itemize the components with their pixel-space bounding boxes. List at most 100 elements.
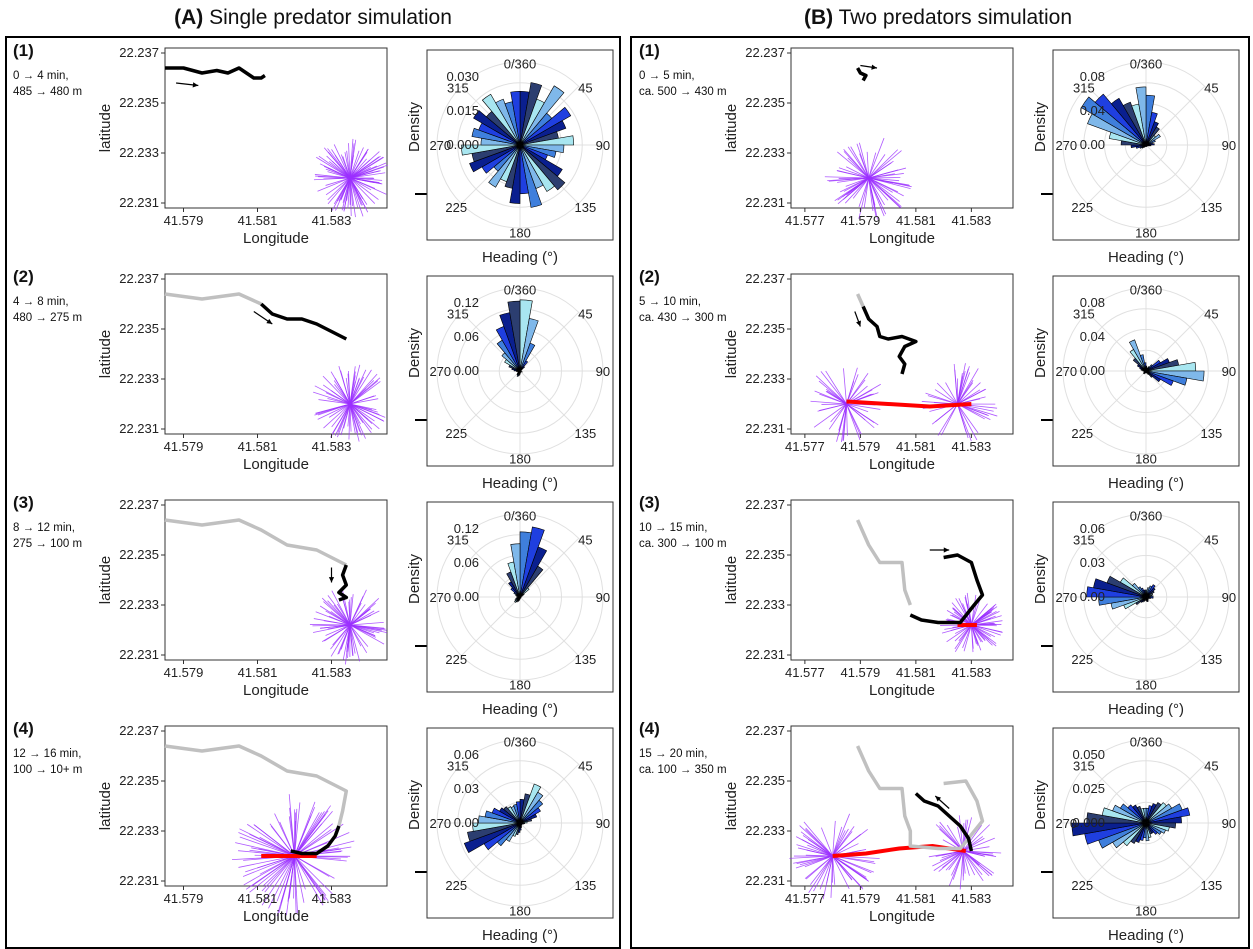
- chart-row-A4: 41.579 41.581 41.583 22.237 22.235 22.233 22.2…: [97, 723, 614, 944]
- step-label-B2: (2): [639, 267, 660, 286]
- map-frame: [790, 47, 1014, 209]
- predator-ray: [820, 371, 847, 405]
- predator-ray: [868, 137, 885, 179]
- predator-ray: [331, 149, 351, 179]
- rose-r-tick-label: 0.00: [1080, 363, 1105, 378]
- predator-ray: [349, 403, 373, 430]
- rose-angle-label: 225: [1071, 652, 1093, 667]
- rose-angle-label: 180: [1135, 678, 1157, 693]
- predator-ray: [946, 624, 972, 643]
- rose-sector: [1145, 822, 1150, 842]
- predator-ray: [269, 823, 295, 857]
- x-tick-label: 41.581: [238, 891, 278, 906]
- rose-y-label: Density: [1032, 779, 1049, 830]
- step-label-A3: (3): [13, 493, 34, 512]
- predator-ray: [868, 177, 889, 201]
- current-track: [337, 564, 349, 602]
- rose-angle-label: 90: [1222, 364, 1236, 379]
- predator-ray: [288, 816, 295, 857]
- rose-angle-label: 0/360: [504, 509, 537, 524]
- step-label-A1: (1): [13, 41, 34, 60]
- x-tick-label: 41.581: [896, 891, 936, 906]
- rose-angle-label: 135: [1200, 878, 1222, 893]
- predator-path: [846, 399, 972, 409]
- rose-sector: [1094, 93, 1147, 146]
- predator-ray: [349, 369, 372, 405]
- predator-ray: [349, 598, 380, 626]
- predator-ray: [866, 151, 870, 179]
- predator-ray: [955, 598, 972, 626]
- rose-sector: [1145, 139, 1156, 146]
- rose-sector: [1145, 143, 1155, 146]
- predator-ray: [801, 839, 833, 857]
- distance-range: ca. 300 → 100 m: [639, 538, 727, 550]
- predator-ray: [868, 177, 874, 211]
- time-range: 5 → 10 min,: [639, 296, 701, 308]
- predator-ray: [826, 390, 847, 405]
- predator-ray: [957, 368, 979, 405]
- predator-ray: [970, 624, 974, 649]
- predator-ray: [962, 824, 990, 852]
- rose-angle-label: 135: [574, 652, 596, 667]
- predator-ray: [345, 377, 351, 405]
- y-tick-label: 22.235: [745, 547, 785, 562]
- predator-ray: [868, 167, 907, 179]
- rose-sector: [469, 144, 521, 173]
- x-axis-label: Longitude: [869, 456, 935, 473]
- rose-angle-label: 0/360: [504, 57, 537, 72]
- x-tick-label: 41.579: [164, 213, 204, 228]
- predator-ray: [832, 855, 850, 890]
- rose-r-tick-label: 0.06: [1080, 521, 1105, 536]
- past-track: [856, 745, 985, 851]
- predator-ray: [971, 608, 992, 626]
- y-tick-label: 22.233: [745, 371, 785, 386]
- x-tick-label: 41.577: [785, 439, 825, 454]
- rose-sector: [473, 110, 521, 146]
- y-tick-label: 22.237: [745, 723, 785, 738]
- predator-ray: [347, 403, 351, 427]
- predator-ray: [846, 403, 869, 413]
- predator-ray: [821, 827, 833, 857]
- predator-ray: [868, 149, 899, 179]
- predator-ray: [349, 377, 360, 405]
- rose-sector: [1140, 587, 1147, 598]
- predator-ray: [970, 601, 978, 626]
- predator-ray: [349, 177, 379, 200]
- predator-ray: [349, 177, 376, 189]
- time-distance-B2: 5 → 10 min, ca. 430 → 300 m: [639, 294, 727, 326]
- predator-ray: [239, 828, 295, 857]
- current-track: [861, 305, 918, 375]
- x-tick-label: 41.581: [238, 439, 278, 454]
- predator-ray: [863, 177, 870, 209]
- predator-ray: [349, 177, 356, 218]
- rose-angle-label: 225: [1071, 426, 1093, 441]
- rose-sector: [1110, 97, 1147, 146]
- rose-angle-label: 315: [1073, 307, 1095, 322]
- predator-ray: [349, 147, 364, 179]
- predator-ray: [838, 167, 869, 179]
- predator-ray: [294, 814, 326, 857]
- predator-ray: [327, 177, 351, 201]
- rose-sector: [1144, 362, 1147, 372]
- predator-ray: [957, 382, 981, 405]
- predator-ray: [294, 855, 306, 890]
- predator-ray: [832, 829, 868, 857]
- x-tick-label: 41.577: [785, 665, 825, 680]
- predator-ray: [846, 403, 862, 435]
- x-axis-label: Longitude: [243, 908, 309, 925]
- predator-ray: [313, 618, 351, 626]
- predator-ray: [349, 170, 381, 179]
- predator-ray: [349, 403, 375, 422]
- predator-ray: [325, 177, 351, 196]
- x-axis-label: Longitude: [869, 230, 935, 247]
- predator-ray: [349, 624, 376, 637]
- predator-ray: [349, 177, 383, 181]
- panel-a-title: (A) Single predator simulation: [5, 6, 621, 30]
- rose-angle-label: 315: [447, 533, 469, 548]
- panel-b-title-text: Two predators simulation: [838, 6, 1073, 29]
- predator-ray: [868, 177, 894, 184]
- x-tick-label: 41.579: [164, 439, 204, 454]
- x-tick-label: 41.583: [951, 439, 991, 454]
- rose-angle-label: 0/360: [504, 283, 537, 298]
- predator-ray: [844, 177, 869, 204]
